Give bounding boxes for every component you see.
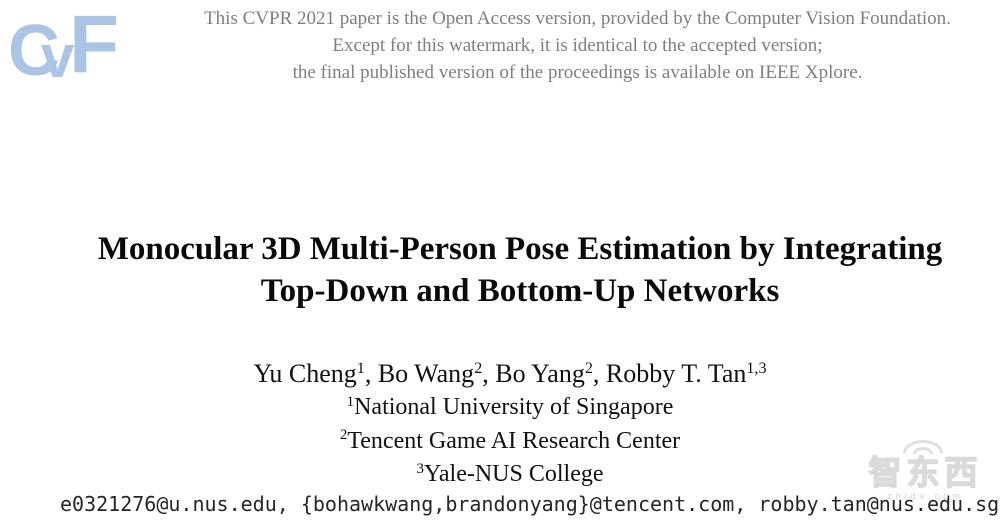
affiliation-name-3: Yale-NUS College [423,461,604,487]
cvf-logo-letter-c: C [8,11,60,91]
zhidx-site-text: zhidx.com [887,491,964,501]
affiliation-1: 1National University of Singapore [20,392,1000,426]
affiliation-2: 2Tencent Game AI Research Center [20,426,1000,460]
cvf-logo: C v F [8,4,119,91]
title-line-1: Monocular 3D Multi-Person Pose Estimatio… [97,231,943,267]
zhidx-watermark: 智东西 zhidx.com [853,440,998,501]
title-line-2: Top-Down and Bottom-Up Networks [260,273,780,309]
notice-line-1: This CVPR 2021 paper is the Open Access … [204,8,951,29]
affiliation-sup-1: 1 [346,393,355,410]
signal-arc-inner-icon [913,447,933,454]
authors-line: Yu Cheng1, Bo Wang2, Bo Yang2, Robby T. … [0,358,1000,394]
affiliation-sup-2: 2 [339,427,348,444]
notice-line-2: Except for this watermark, it is identic… [332,35,823,56]
author-sup-1: 1 [356,360,365,378]
author-sup-3: 2 [584,360,593,378]
author-sep-2: , [482,359,496,388]
author-sup-2: 2 [474,360,483,378]
affiliation-name-2: Tencent Game AI Research Center [347,427,681,454]
emails-line: e0321276@u.nus.edu, {bohawkwang,brandony… [60,492,1000,516]
author-name-3: Bo Yang [495,359,585,388]
author-sep-3: , [592,359,606,388]
author-sup-4: 1,3 [746,360,767,378]
author-sep-1: , [364,359,378,388]
paper-title: Monocular 3D Multi-Person Pose Estimatio… [40,228,1000,312]
cvf-logo-letter-v: v [41,23,75,90]
affiliation-3: 3Yale-NUS College [20,459,1000,493]
affiliation-sup-3: 3 [416,460,424,477]
affiliation-name-1: National University of Singapore [354,394,674,420]
notice-line-3: the final published version of the proce… [292,62,863,83]
author-name-1: Yu Cheng [253,359,357,388]
zhidx-logo-text: 智东西 [868,454,983,492]
open-access-notice: This CVPR 2021 paper is the Open Access … [155,5,1000,86]
author-name-2: Bo Wang [377,359,475,388]
cvf-logo-letter-f: F [69,0,120,90]
author-name-4: Robby T. Tan [605,359,747,388]
affiliations: 1National University of Singapore 2Tence… [0,392,1000,493]
